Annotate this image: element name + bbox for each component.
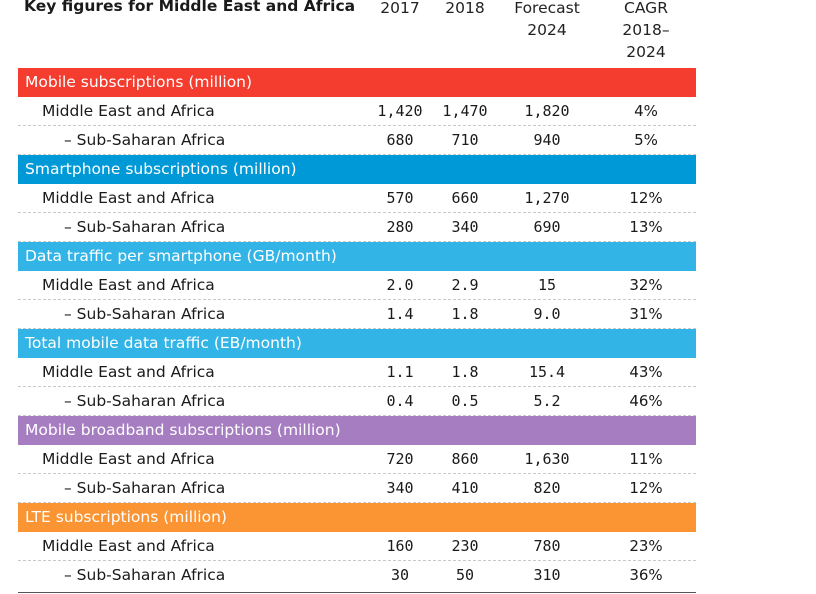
column-header-2017-label: 2017 [380, 0, 420, 17]
table-header: Key figures for Middle East and Africa 2… [0, 0, 700, 68]
value-2018: 860 [451, 450, 479, 468]
section-header: Smartphone subscriptions (million) [18, 155, 696, 184]
value-2017: 160 [386, 537, 414, 555]
row-label: – Sub-Saharan Africa [64, 392, 226, 410]
section-header: LTE subscriptions (million) [18, 503, 696, 532]
value-2018: 230 [451, 537, 479, 555]
table-row: – Sub-Saharan Africa 340 410 820 12% [18, 474, 696, 503]
table-row: Middle East and Africa 1.1 1.8 15.4 43% [18, 358, 696, 387]
value-2017: 2.0 [386, 276, 414, 294]
value-2017: 340 [386, 479, 414, 497]
value-2017: 1.4 [386, 305, 414, 323]
column-header-cagr-line1: CAGR [624, 0, 668, 17]
section-header: Total mobile data traffic (EB/month) [18, 329, 696, 358]
value-forecast-2024: 5.2 [533, 392, 561, 410]
table-row: – Sub-Saharan Africa 280 340 690 13% [18, 213, 696, 242]
value-cagr: 31% [629, 305, 663, 323]
row-label: – Sub-Saharan Africa [64, 479, 226, 497]
bottom-rule [18, 592, 696, 593]
table-row: – Sub-Saharan Africa 0.4 0.5 5.2 46% [18, 387, 696, 416]
row-label: Middle East and Africa [42, 189, 215, 207]
value-2017: 720 [386, 450, 414, 468]
table-row: Middle East and Africa 1,420 1,470 1,820 4% [18, 97, 696, 126]
row-label: – Sub-Saharan Africa [64, 566, 226, 584]
value-2017: 680 [386, 131, 414, 149]
value-forecast-2024: 940 [533, 131, 561, 149]
section-header: Mobile broadband subscriptions (million) [18, 416, 696, 445]
value-2018: 0.5 [451, 392, 479, 410]
value-2018: 340 [451, 218, 479, 236]
value-2018: 1,470 [442, 102, 488, 120]
row-label: – Sub-Saharan Africa [64, 218, 226, 236]
table-row: Middle East and Africa 160 230 780 23% [18, 532, 696, 561]
table-row: – Sub-Saharan Africa 1.4 1.8 9.0 31% [18, 300, 696, 329]
row-label: Middle East and Africa [42, 537, 215, 555]
row-label: Middle East and Africa [42, 276, 215, 294]
value-2017: 280 [386, 218, 414, 236]
row-label: – Sub-Saharan Africa [64, 131, 226, 149]
value-2017: 1.1 [386, 363, 414, 381]
value-cagr: 12% [629, 189, 663, 207]
value-2018: 660 [451, 189, 479, 207]
table-row: Middle East and Africa 2.0 2.9 15 32% [18, 271, 696, 300]
value-cagr: 46% [629, 392, 663, 410]
value-2018: 2.9 [451, 276, 479, 294]
value-cagr: 23% [629, 537, 663, 555]
value-forecast-2024: 1,820 [524, 102, 570, 120]
value-forecast-2024: 310 [533, 566, 561, 584]
section-header: Data traffic per smartphone (GB/month) [18, 242, 696, 271]
value-forecast-2024: 690 [533, 218, 561, 236]
section-header: Mobile subscriptions (million) [18, 68, 696, 97]
value-2017: 30 [390, 566, 410, 584]
row-label: Middle East and Africa [42, 102, 215, 120]
value-cagr: 4% [634, 102, 658, 120]
value-forecast-2024: 1,270 [524, 189, 570, 207]
table-row: – Sub-Saharan Africa 30 50 310 36% [18, 561, 696, 590]
row-label: Middle East and Africa [42, 450, 215, 468]
column-header-cagr-line2: 2018– [622, 21, 670, 39]
value-forecast-2024: 780 [533, 537, 561, 555]
value-2017: 570 [386, 189, 414, 207]
value-cagr: 13% [629, 218, 663, 236]
key-figures-table: Mobile subscriptions (million) Middle Eas… [18, 68, 696, 590]
value-cagr: 12% [629, 479, 663, 497]
value-forecast-2024: 9.0 [533, 305, 561, 323]
value-forecast-2024: 820 [533, 479, 561, 497]
value-cagr: 5% [634, 131, 658, 149]
table-title: Key figures for Middle East and Africa [24, 0, 356, 15]
value-2018: 50 [455, 566, 475, 584]
row-label: Middle East and Africa [42, 363, 215, 381]
column-header-2018-label: 2018 [445, 0, 485, 17]
table-row: – Sub-Saharan Africa 680 710 940 5% [18, 126, 696, 155]
row-label: – Sub-Saharan Africa [64, 305, 226, 323]
value-2018: 1.8 [451, 363, 479, 381]
table-row: Middle East and Africa 720 860 1,630 11% [18, 445, 696, 474]
value-forecast-2024: 15 [537, 276, 557, 294]
table-row: Middle East and Africa 570 660 1,270 12% [18, 184, 696, 213]
value-forecast-2024: 15.4 [528, 363, 566, 381]
value-2017: 0.4 [386, 392, 414, 410]
value-cagr: 32% [629, 276, 663, 294]
column-header-cagr-line3: 2024 [626, 43, 666, 61]
value-cagr: 11% [629, 450, 663, 468]
value-2018: 1.8 [451, 305, 479, 323]
value-cagr: 43% [629, 363, 663, 381]
value-2018: 410 [451, 479, 479, 497]
column-header-forecast-line2: 2024 [527, 21, 567, 39]
value-2017: 1,420 [377, 102, 423, 120]
value-2018: 710 [451, 131, 479, 149]
column-header-forecast-line1: Forecast [514, 0, 580, 17]
value-cagr: 36% [629, 566, 663, 584]
value-forecast-2024: 1,630 [524, 450, 570, 468]
